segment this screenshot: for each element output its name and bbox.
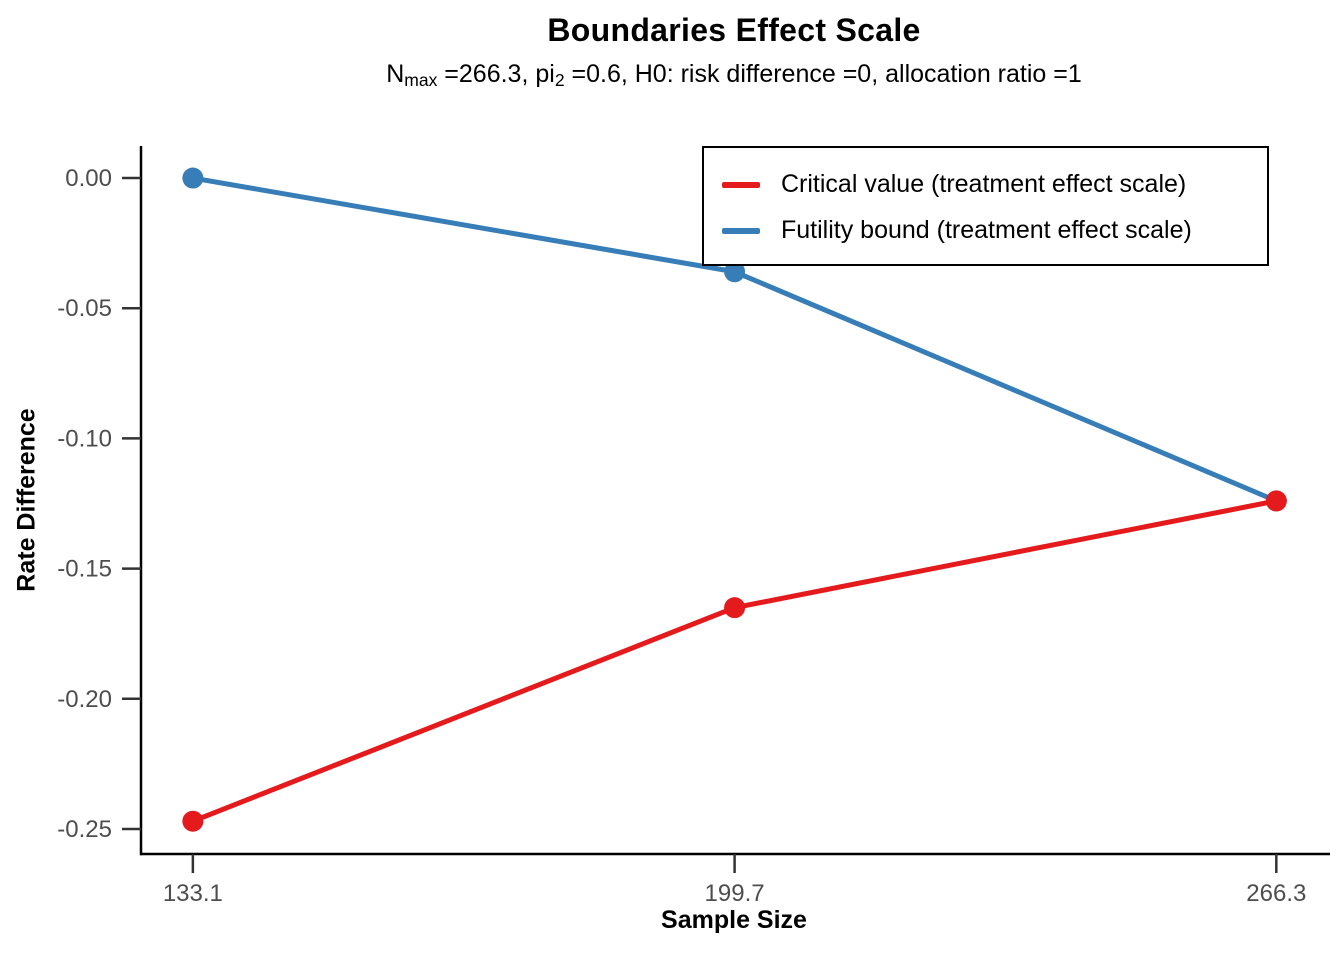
subtitle-text: N xyxy=(386,60,405,88)
y-tick-label: -0.15 xyxy=(57,556,112,583)
x-tick-label: 133.1 xyxy=(163,880,223,907)
chart-title: Boundaries Effect Scale xyxy=(547,12,921,48)
x-tick-label: 199.7 xyxy=(705,880,765,907)
subtitle-text: =266.3, pi xyxy=(437,60,555,88)
legend-label-futility-bound: Futility bound (treatment effect scale) xyxy=(781,216,1192,244)
y-tick-label: -0.20 xyxy=(57,686,112,713)
data-point-futility-bound xyxy=(182,167,204,189)
y-tick-label: 0.00 xyxy=(65,165,112,192)
legend-item-futility-bound: Futility bound (treatment effect scale) xyxy=(722,215,1267,246)
subtitle-text: =0.6, H0: risk difference =0, allocation… xyxy=(564,60,1082,88)
data-point-critical-value xyxy=(724,597,746,619)
legend-item-critical-value: Critical value (treatment effect scale) xyxy=(722,169,1267,200)
legend: Critical value (treatment effect scale) … xyxy=(702,146,1269,266)
legend-line-swatch-futility-bound xyxy=(722,227,760,234)
legend-line-swatch-critical-value xyxy=(722,181,760,188)
data-point-futility-bound xyxy=(724,261,746,283)
subtitle-subscript: max xyxy=(404,69,438,90)
y-tick-label: -0.10 xyxy=(57,425,112,452)
y-tick-label: -0.05 xyxy=(57,295,112,322)
legend-label-critical-value: Critical value (treatment effect scale) xyxy=(781,170,1187,198)
data-point-critical-value xyxy=(182,810,204,832)
y-axis-title: Rate Difference xyxy=(12,408,41,592)
subtitle-subscript: 2 xyxy=(554,69,565,90)
x-tick-label: 266.3 xyxy=(1246,880,1306,907)
series-line-critical-value xyxy=(190,498,1279,824)
y-tick-label: -0.25 xyxy=(57,816,112,843)
data-point-critical-value xyxy=(1265,490,1287,512)
x-axis-title: Sample Size xyxy=(661,906,807,934)
chart-subtitle: Nmax =266.3, pi2 =0.6, H0: risk differen… xyxy=(124,59,1344,91)
